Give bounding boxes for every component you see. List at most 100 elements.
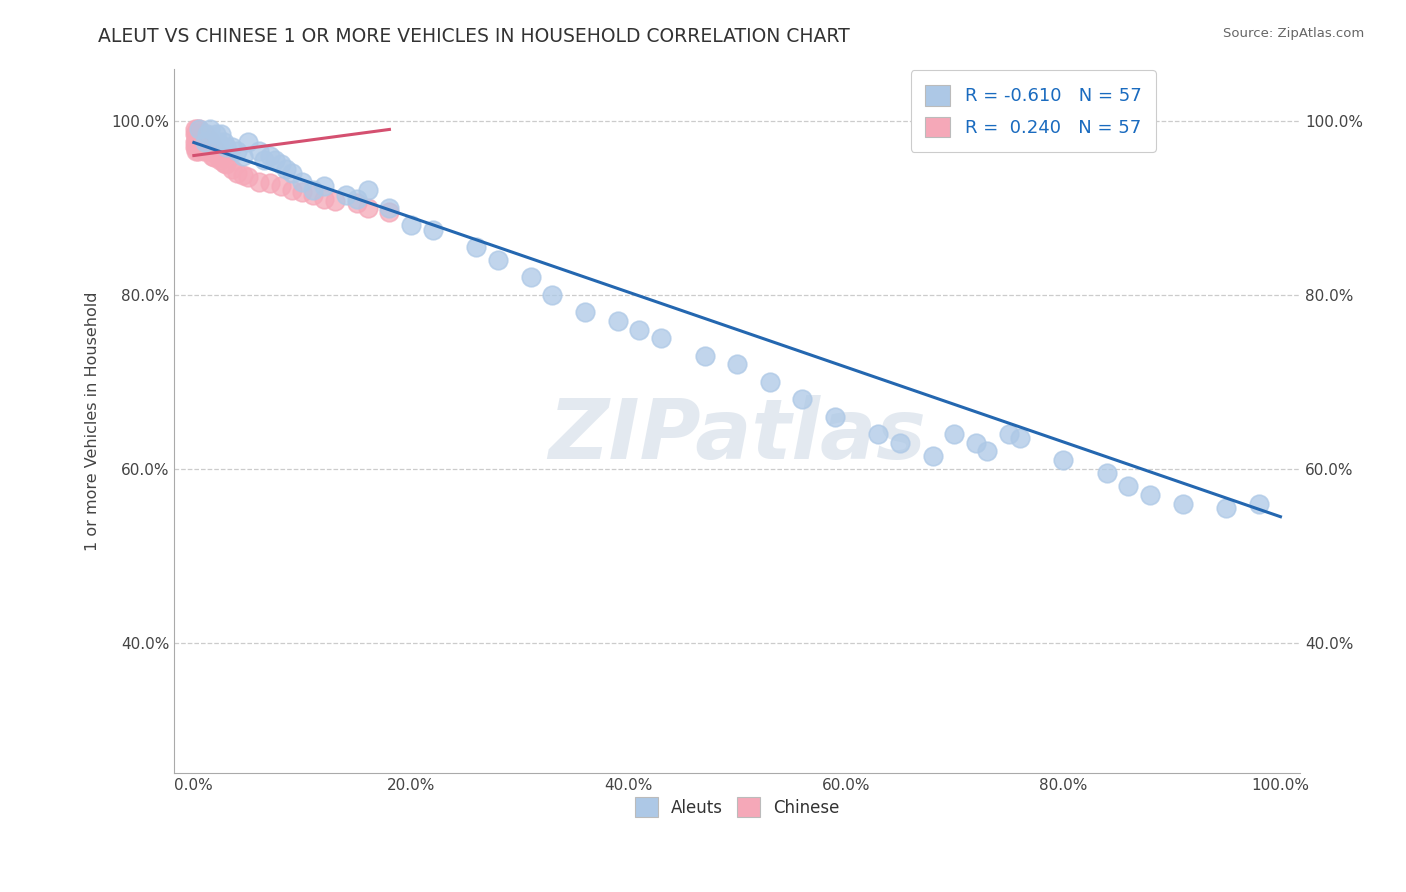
Point	[693, 349, 716, 363]
Point	[943, 427, 966, 442]
Point	[207, 148, 229, 162]
Point	[194, 136, 217, 150]
Point	[201, 148, 224, 162]
Point	[399, 218, 422, 232]
Point	[191, 129, 214, 144]
Point	[195, 127, 218, 141]
Point	[204, 145, 226, 159]
Point	[725, 358, 748, 372]
Point	[1139, 488, 1161, 502]
Point	[792, 392, 814, 407]
Point	[194, 136, 217, 150]
Point	[247, 145, 270, 159]
Point	[1171, 497, 1194, 511]
Point	[188, 136, 211, 150]
Point	[628, 323, 651, 337]
Point	[187, 127, 209, 141]
Point	[314, 179, 336, 194]
Point	[198, 140, 221, 154]
Point	[976, 444, 998, 458]
Point	[209, 127, 232, 141]
Point	[221, 161, 243, 176]
Point	[188, 127, 211, 141]
Point	[202, 140, 225, 154]
Point	[1118, 479, 1140, 493]
Point	[200, 145, 222, 159]
Point	[215, 140, 238, 154]
Point	[184, 133, 207, 147]
Point	[238, 170, 260, 185]
Point	[198, 133, 221, 147]
Point	[208, 153, 231, 167]
Point	[291, 175, 314, 189]
Point	[889, 435, 911, 450]
Point	[232, 148, 254, 162]
Point	[184, 140, 207, 154]
Point	[195, 133, 218, 147]
Point	[215, 157, 238, 171]
Point	[270, 179, 292, 194]
Point	[188, 129, 211, 144]
Point	[259, 177, 281, 191]
Point	[280, 166, 302, 180]
Point	[280, 183, 302, 197]
Point	[226, 145, 249, 159]
Point	[238, 136, 260, 150]
Point	[302, 183, 325, 197]
Point	[186, 136, 208, 150]
Point	[1052, 453, 1074, 467]
Point	[378, 201, 401, 215]
Point	[357, 201, 380, 215]
Point	[1095, 466, 1118, 480]
Point	[346, 196, 368, 211]
Point	[226, 166, 249, 180]
Point	[486, 252, 509, 267]
Text: ALEUT VS CHINESE 1 OR MORE VEHICLES IN HOUSEHOLD CORRELATION CHART: ALEUT VS CHINESE 1 OR MORE VEHICLES IN H…	[98, 27, 851, 45]
Point	[357, 183, 380, 197]
Point	[191, 140, 214, 154]
Point	[194, 140, 217, 154]
Point	[198, 122, 221, 136]
Point	[868, 427, 890, 442]
Point	[965, 435, 987, 450]
Point	[221, 140, 243, 154]
Point	[193, 145, 215, 159]
Point	[270, 157, 292, 171]
Point	[574, 305, 596, 319]
Point	[188, 122, 211, 136]
Text: ZIPatlas: ZIPatlas	[548, 394, 927, 475]
Point	[606, 314, 628, 328]
Point	[259, 148, 281, 162]
Point	[323, 194, 346, 208]
Y-axis label: 1 or more Vehicles in Household: 1 or more Vehicles in Household	[86, 291, 100, 550]
Point	[378, 205, 401, 219]
Point	[184, 127, 207, 141]
Point	[194, 127, 217, 141]
Point	[346, 192, 368, 206]
Point	[997, 427, 1019, 442]
Point	[291, 185, 314, 199]
Point	[184, 122, 207, 136]
Point	[193, 133, 215, 147]
Point	[188, 140, 211, 154]
Point	[253, 153, 276, 167]
Text: Source: ZipAtlas.com: Source: ZipAtlas.com	[1223, 27, 1364, 40]
Point	[541, 287, 564, 301]
Point	[465, 240, 488, 254]
Point	[211, 150, 233, 164]
Point	[264, 153, 287, 167]
Point	[314, 192, 336, 206]
Point	[921, 449, 943, 463]
Point	[184, 140, 207, 154]
Point	[184, 127, 207, 141]
Point	[232, 168, 254, 182]
Point	[519, 270, 541, 285]
Point	[214, 155, 236, 169]
Point	[824, 409, 846, 424]
Point	[190, 127, 212, 141]
Point	[187, 145, 209, 159]
Legend: Aleuts, Chinese: Aleuts, Chinese	[626, 789, 848, 825]
Point	[335, 187, 357, 202]
Point	[188, 122, 211, 136]
Point	[302, 187, 325, 202]
